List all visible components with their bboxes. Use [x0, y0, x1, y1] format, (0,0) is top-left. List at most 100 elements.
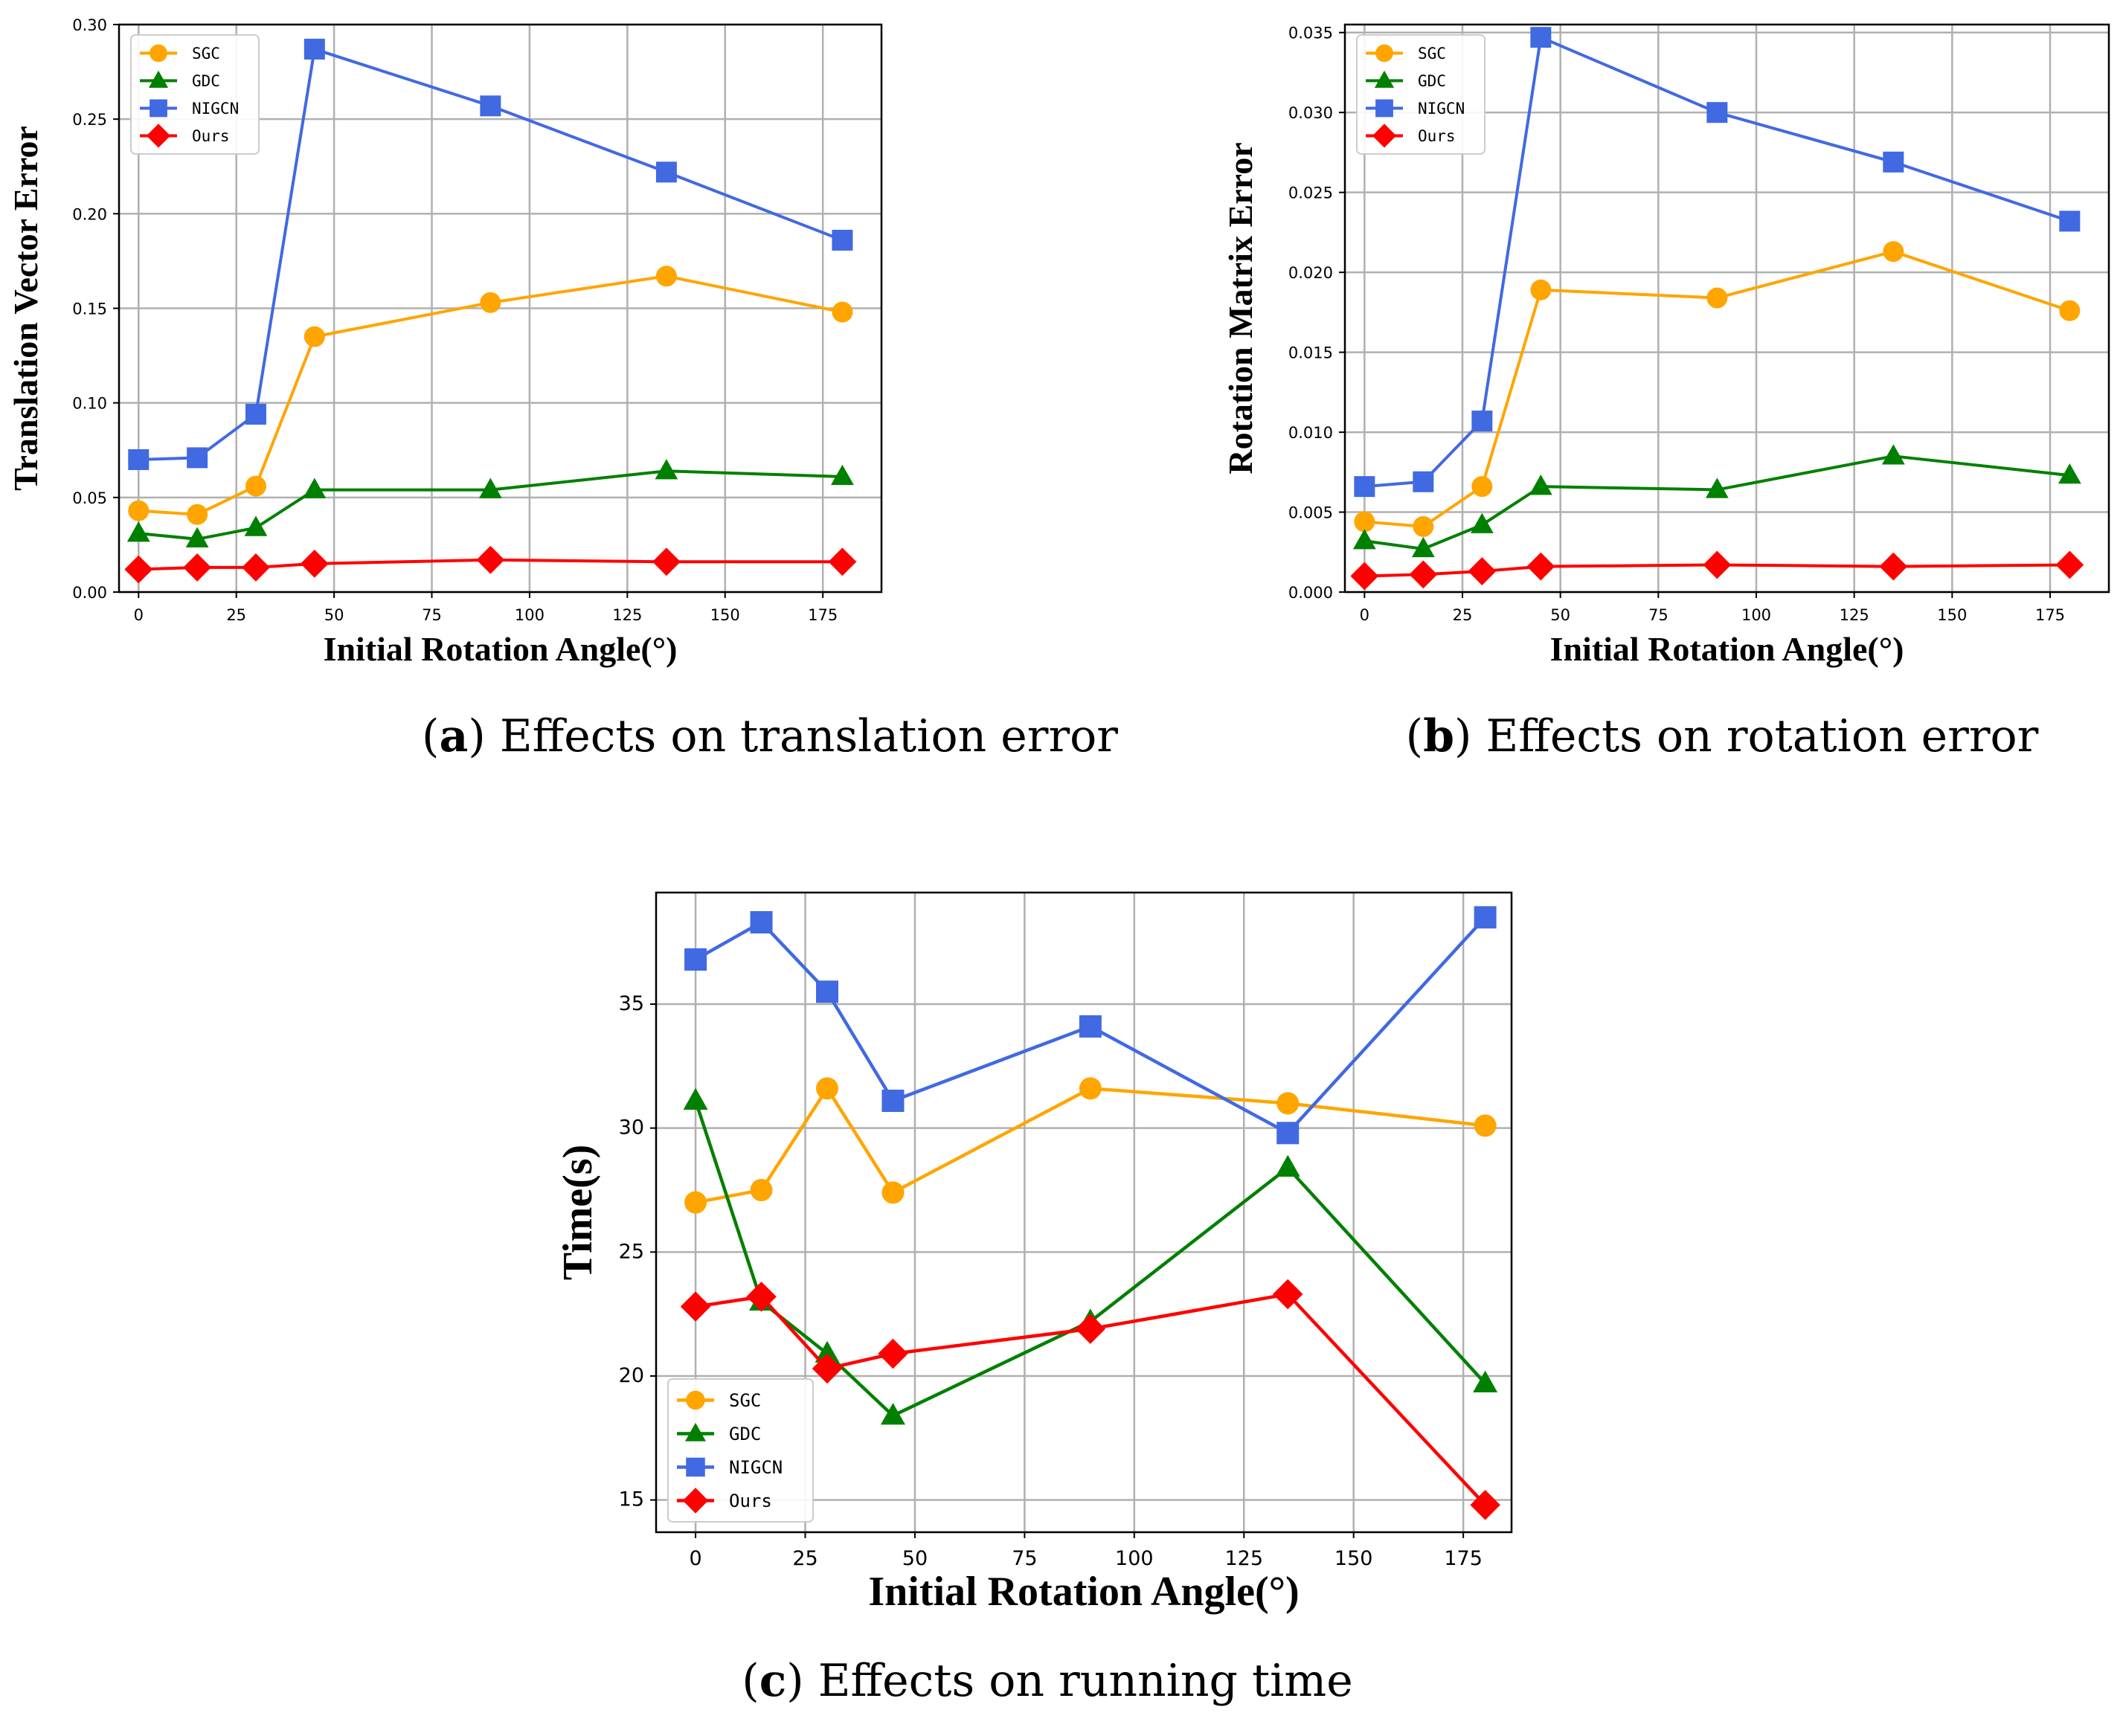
x-axis-title: Initial Rotation Angle(°) — [1550, 630, 1904, 668]
caption-c: (c) Effects on running time — [742, 1655, 1352, 1707]
legend-label: NIGCN — [192, 100, 239, 118]
data-point — [1470, 1490, 1500, 1520]
data-point — [303, 478, 327, 498]
legend-item-ours: Ours — [677, 1488, 772, 1514]
y-tick-label: 0.30 — [72, 16, 107, 34]
data-point — [128, 500, 150, 521]
y-axis-title: Rotation Matrix Error — [1221, 142, 1259, 474]
legend: SGC GDC NIGCN Ours — [1356, 34, 1486, 155]
series-ours — [680, 1279, 1500, 1520]
x-tick-label: 25 — [1453, 606, 1473, 624]
data-point — [1530, 27, 1552, 48]
legend: SGC GDC NIGCN Ours — [130, 34, 260, 155]
data-point — [832, 301, 853, 323]
y-tick-label: 0.000 — [1288, 584, 1333, 602]
data-point — [815, 1340, 840, 1363]
data-point — [245, 475, 266, 497]
data-point — [816, 980, 838, 1003]
legend-label: Ours — [1418, 127, 1456, 145]
data-point — [750, 1179, 773, 1201]
data-point — [1703, 550, 1732, 579]
data-point — [831, 464, 854, 486]
data-point — [1075, 1314, 1106, 1344]
grid-lines — [119, 23, 881, 594]
legend: SGC GDC NIGCN Ours — [667, 1378, 814, 1523]
y-axis-title: Translation Vector Error — [7, 126, 45, 491]
y-tick-label: 0.025 — [1288, 184, 1333, 202]
data-point — [1879, 552, 1908, 581]
data-point — [816, 1077, 838, 1100]
caption-a: (a) Effects on translation error — [422, 710, 1118, 762]
x-tick-label: 0 — [1360, 606, 1369, 624]
legend-marker — [686, 1457, 705, 1477]
data-point — [2059, 300, 2081, 321]
data-point — [2059, 210, 2081, 232]
data-point — [1413, 471, 1434, 492]
data-point — [124, 555, 153, 584]
data-point — [2055, 550, 2084, 579]
x-tick-label: 75 — [422, 606, 442, 624]
data-point — [1471, 476, 1493, 498]
legend-label: Ours — [192, 127, 230, 145]
y-tick-label: 0.20 — [72, 205, 107, 223]
data-point — [1276, 1122, 1300, 1145]
x-tick-label: 25 — [226, 606, 246, 624]
data-point — [1474, 906, 1497, 929]
data-point — [300, 549, 329, 578]
data-point — [126, 521, 150, 542]
x-tick-label: 100 — [1741, 606, 1771, 624]
data-point — [1411, 536, 1435, 558]
y-tick-label: 30 — [619, 1116, 644, 1139]
data-point — [832, 229, 853, 251]
series-line — [1364, 454, 2070, 550]
data-point — [476, 545, 505, 574]
data-point — [750, 911, 773, 933]
panel-a-translation-error: 0 25 50 75 100 125 150 175 0.00 0.05 0.10 0.15 0.20 0… — [7, 16, 883, 668]
legend-item-sgc: SGC — [1366, 44, 1446, 62]
panel-b-rotation-error: 0 25 50 75 100 125 150 175 0.000 0.005 0.010 0.015 0… — [1221, 23, 2110, 668]
caption-b-text: Effects on rotation error — [1486, 710, 2039, 762]
legend-box — [1356, 34, 1486, 155]
x-tick-label: 125 — [612, 606, 642, 624]
x-tick-label: 175 — [1444, 1547, 1483, 1570]
legend-label: GDC — [192, 72, 220, 90]
x-tick-label: 50 — [902, 1547, 928, 1570]
data-point — [1474, 1114, 1497, 1137]
data-point — [812, 1353, 843, 1384]
data-point — [1526, 552, 1555, 581]
legend-item-nigcn: NIGCN — [677, 1457, 783, 1478]
legend-marker — [1372, 123, 1397, 148]
series-nigcn — [1354, 27, 2081, 498]
series-nigcn — [128, 39, 853, 470]
series-gdc — [126, 459, 854, 547]
y-axis-title: Time(s) — [555, 1145, 601, 1281]
y-tick-label: 0.00 — [72, 584, 107, 602]
data-point — [1409, 560, 1438, 589]
legend-item-sgc: SGC — [140, 44, 220, 62]
legend-marker — [150, 99, 167, 118]
data-point — [683, 1087, 708, 1110]
legend-label: SGC — [1418, 45, 1446, 62]
x-tick-label: 175 — [2035, 606, 2065, 624]
data-point — [1079, 1077, 1102, 1100]
x-tick-label: 100 — [515, 606, 545, 624]
legend-item-ours: Ours — [1366, 123, 1456, 148]
legend-marker — [1374, 70, 1395, 89]
data-point — [1352, 529, 1376, 550]
panel-c-running-time: 0 25 50 75 100 125 150 175 15 20 25 30 35 Initial Rot… — [555, 891, 1513, 1615]
y-tick-label: 25 — [619, 1240, 644, 1263]
x-tick-label: 50 — [324, 606, 344, 624]
data-point — [187, 447, 208, 469]
y-tick-label: 0.010 — [1288, 424, 1333, 442]
legend-label: SGC — [192, 45, 220, 62]
y-tick-label: 0.005 — [1288, 504, 1333, 522]
data-point — [880, 1403, 905, 1425]
data-point — [478, 478, 502, 498]
plot-frame — [118, 23, 883, 594]
legend-item-gdc: GDC — [1366, 70, 1446, 90]
data-point — [1079, 1015, 1102, 1038]
data-point — [1883, 151, 1904, 173]
legend-label: NIGCN — [1418, 100, 1465, 118]
data-point — [1276, 1092, 1300, 1115]
